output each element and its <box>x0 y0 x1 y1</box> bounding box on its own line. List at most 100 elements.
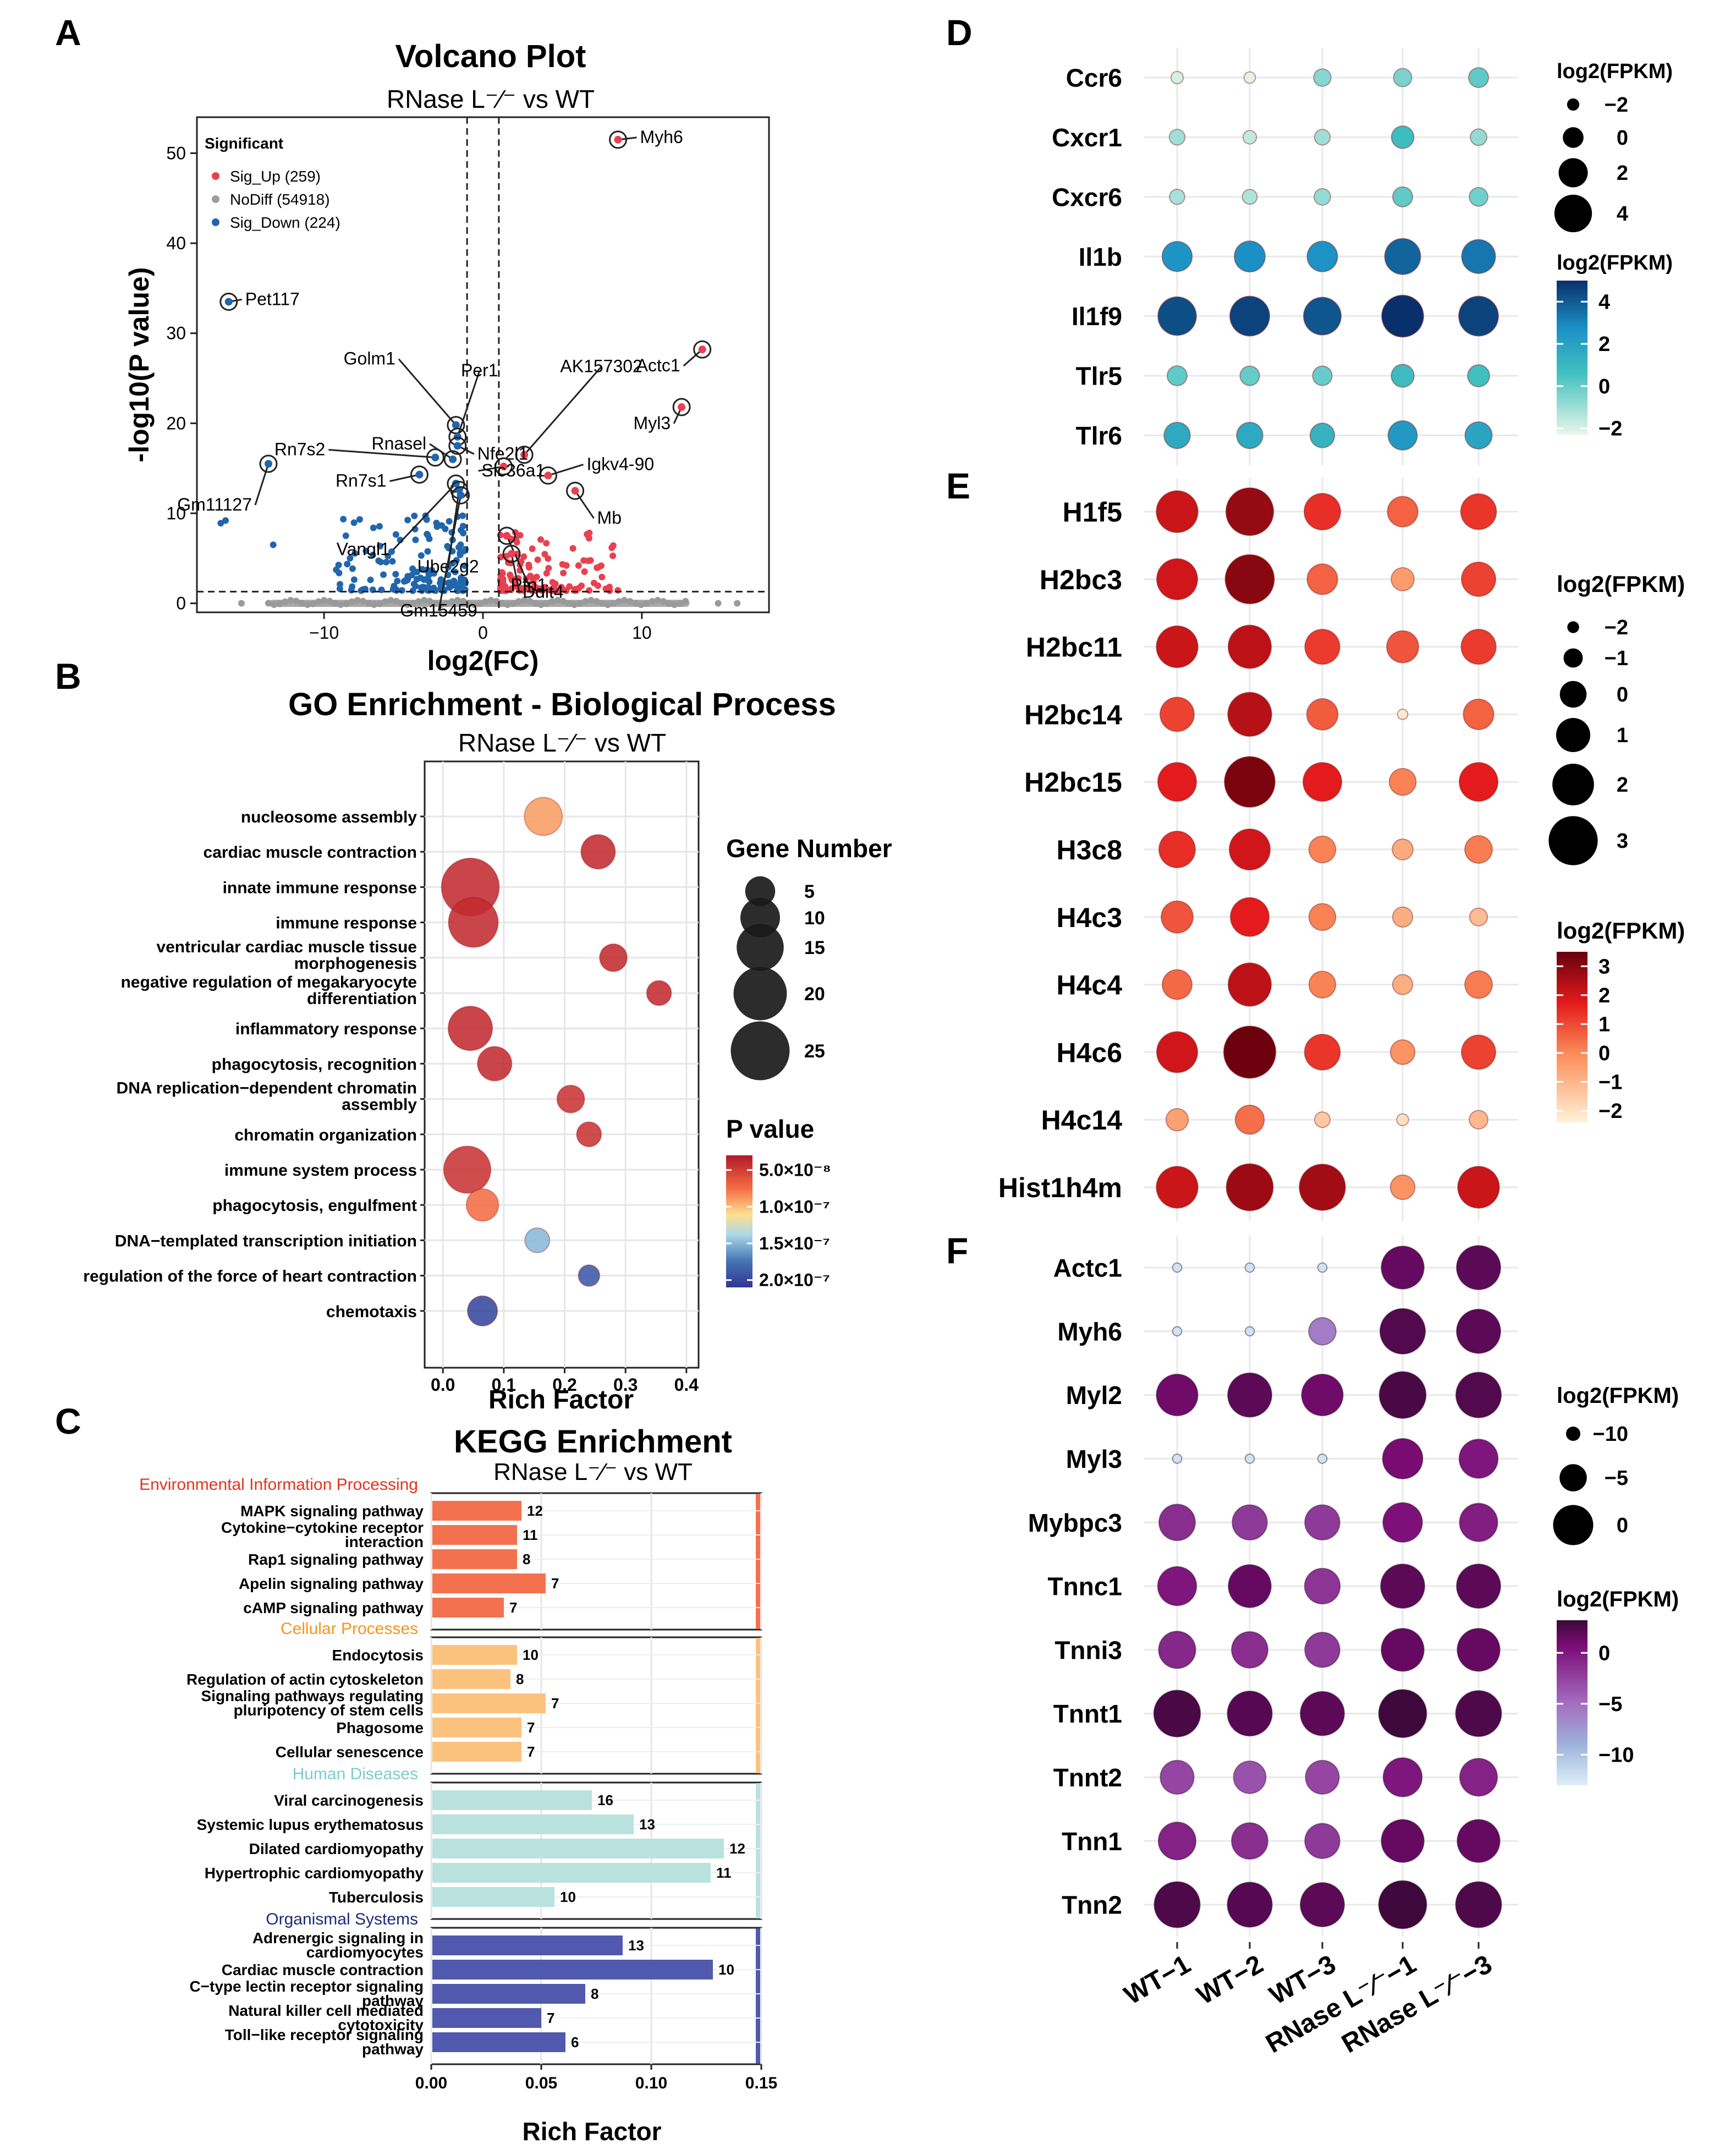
panel-letter-b: B <box>55 656 81 697</box>
volcano-label-ring <box>672 398 691 416</box>
kegg-bar <box>432 1887 554 1907</box>
go-term-dot <box>443 1145 492 1194</box>
volcano-y-tick-label: 30 <box>166 323 186 343</box>
dot-cell <box>1157 1822 1197 1861</box>
volcano-point-nodiff <box>598 600 606 607</box>
volcano-point-down <box>351 550 359 557</box>
dot-gene-label: Cxcr6 <box>1052 183 1122 211</box>
kegg-bar-label: Phagosome <box>336 1719 424 1736</box>
dot-cell <box>1158 830 1196 869</box>
kegg-group-strip <box>756 1783 760 1918</box>
volcano-point-down <box>367 576 374 583</box>
dot-color-legend-label: 3 <box>1598 955 1610 978</box>
go-enrichment-plot: GO Enrichment - Biological Process RNase… <box>83 687 892 1414</box>
dot-cell <box>1303 492 1342 531</box>
dot-cell <box>1243 71 1256 84</box>
go-term-dot <box>524 1227 551 1253</box>
dot-cell <box>1458 1439 1499 1479</box>
panel-letter-d: D <box>946 12 973 53</box>
dot-cell <box>1463 698 1495 731</box>
dot-cell <box>1162 969 1193 1000</box>
volcano-point-down <box>377 558 384 566</box>
dot-cell <box>1464 835 1493 864</box>
dot-cell <box>1381 1627 1425 1672</box>
volcano-point-nodiff <box>238 600 245 607</box>
dot-color-legend-label: 0 <box>1598 1042 1610 1065</box>
volcano-labeled-point <box>571 487 579 495</box>
volcano-point-nodiff <box>509 600 517 607</box>
dot-cell <box>1388 767 1417 796</box>
kegg-bar-count: 7 <box>509 1599 517 1616</box>
kegg-x-tick-label: 0.15 <box>745 2074 777 2092</box>
go-term-label: immune response <box>276 914 417 933</box>
go-size-legend: 5 10 15 20 25 <box>730 876 825 1081</box>
dot-size-legend-label: −5 <box>1605 1467 1628 1490</box>
panel-letter-c: C <box>55 1401 81 1441</box>
go-terms: nucleosome assembly cardiac muscle contra… <box>83 797 672 1327</box>
volcano-point-down <box>389 585 397 593</box>
volcano-x-tick-label: 10 <box>632 623 652 643</box>
volcano-point-nodiff <box>415 598 422 605</box>
go-term-label: nucleosome assembly <box>241 808 417 826</box>
volcano-point-down <box>453 582 460 589</box>
volcano-point-down <box>412 536 419 544</box>
kegg-bar-label: Hypertrophic cardiomyopathy <box>205 1865 424 1882</box>
volcano-point-nodiff <box>448 598 455 605</box>
volcano-point-nodiff <box>293 597 300 605</box>
go-term-label: negative regulation of megakaryocyte <box>120 973 417 991</box>
volcano-label-leader <box>523 366 602 456</box>
kegg-bar <box>432 2008 541 2028</box>
volcano-label-ring <box>219 292 238 311</box>
volcano-point-up <box>578 582 585 589</box>
go-x-tick-label: 0.4 <box>674 1375 699 1395</box>
go-axes: 0.0 0.1 0.2 0.3 0.4 <box>431 1368 699 1395</box>
volcano-label-leader <box>254 463 270 506</box>
volcano-point-down <box>392 531 399 538</box>
dot-cell <box>1158 1504 1196 1542</box>
dot-cell <box>1460 628 1497 665</box>
volcano-point-up <box>598 573 606 580</box>
volcano-gene-label: Gm15459 <box>400 600 477 620</box>
volcano-point-down <box>350 519 358 527</box>
volcano-point-down <box>442 525 449 533</box>
dot-size-legend-dot <box>1558 158 1588 188</box>
volcano-point-down <box>340 516 347 523</box>
volcano-labeled-point <box>499 462 508 470</box>
dot-gene-label: Tnnt1 <box>1053 1699 1122 1728</box>
kegg-bar-label: pathway <box>362 1992 424 2009</box>
volcano-point-nodiff <box>576 600 584 607</box>
volcano-point-nodiff <box>282 598 289 605</box>
volcano-labeled-point <box>614 135 622 144</box>
kegg-body: Environmental Information Processing 12 MA… <box>139 1476 777 2092</box>
kegg-bar <box>432 1549 517 1569</box>
dot-cell <box>1382 1502 1423 1543</box>
volcano-point-nodiff <box>734 600 741 607</box>
kegg-bar <box>432 1935 623 1955</box>
dot-gene-label: H1f5 <box>1063 497 1122 528</box>
dot-cell <box>1304 628 1341 665</box>
volcano-point-down <box>389 558 396 565</box>
dot-cell <box>1233 1760 1267 1794</box>
volcano-point-up <box>609 542 617 549</box>
dot-size-legend-dot <box>1554 194 1592 233</box>
kegg-subtitle: RNase L⁻⁄⁻ vs WT <box>493 1458 693 1485</box>
dot-cell <box>1459 1503 1498 1542</box>
volcano-point-down <box>459 512 466 519</box>
dot-cell <box>1391 125 1415 149</box>
volcano-label-ring <box>609 130 628 149</box>
kegg-bar <box>432 1669 510 1689</box>
kegg-bar-label: Adrenergic signaling in <box>252 1929 424 1946</box>
kegg-bar-label: Systemic lupus erythematosus <box>197 1816 424 1833</box>
volcano-label-ring <box>448 436 467 455</box>
dot-size-legend-dot <box>1565 1426 1581 1441</box>
dot-cell <box>1308 970 1337 999</box>
dot-cell <box>1163 421 1191 449</box>
kegg-bar-count: 7 <box>551 1695 559 1712</box>
volcano-point-up <box>609 552 617 560</box>
dot-cell <box>1304 1033 1341 1071</box>
dot-size-legend-dot <box>1556 717 1591 753</box>
dot-gene-label: Tlr6 <box>1076 421 1122 450</box>
volcano-label-leader <box>510 553 520 593</box>
dot-cell <box>1231 1631 1268 1669</box>
kegg-bar-count: 11 <box>523 1527 538 1543</box>
